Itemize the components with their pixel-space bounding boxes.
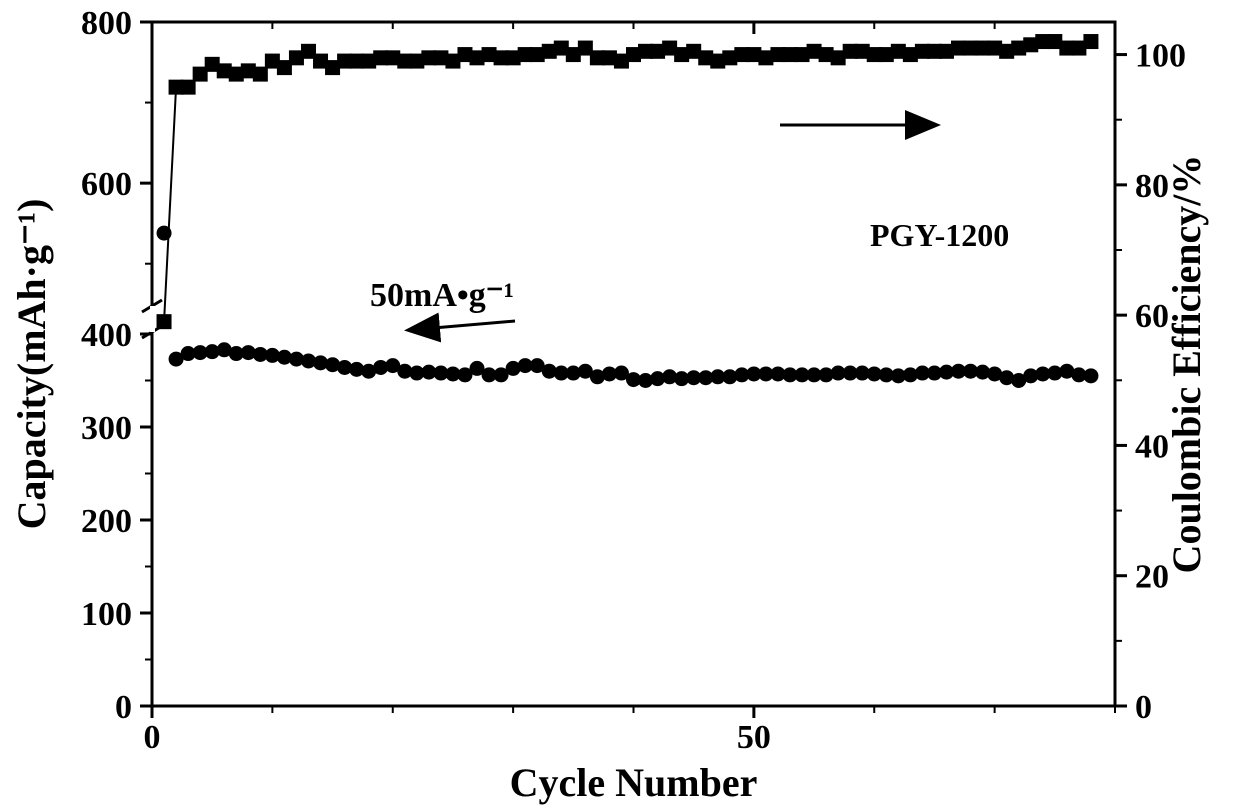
xtick-0: 0	[144, 719, 161, 756]
ylefttick-300: 300	[81, 410, 132, 447]
yrighttick-100: 100	[1135, 38, 1186, 75]
y-left-axis-label: Capacity(mAh·g⁻¹)	[9, 199, 54, 530]
yrighttick-0: 0	[1135, 689, 1152, 726]
ylefttick-200: 200	[81, 503, 132, 540]
ylefttick-400: 400	[81, 317, 132, 354]
annotation-1: PGY-1200	[870, 217, 1009, 253]
ylefttick-800: 800	[81, 5, 132, 42]
ylefttick-100: 100	[81, 596, 132, 633]
annotation-0: 50mA•g⁻¹	[370, 277, 514, 314]
ylefttick-0: 0	[115, 689, 132, 726]
chart-container: 0500100200300400600800020406080100Cycle …	[0, 0, 1240, 807]
ylefttick-600: 600	[81, 166, 132, 203]
xtick-50: 50	[737, 719, 771, 756]
x-axis-label: Cycle Number	[510, 760, 758, 805]
chart-svg: 0500100200300400600800020406080100Cycle …	[0, 0, 1240, 807]
y-right-axis-label: Coulombic Efficiency/%	[1164, 155, 1209, 574]
